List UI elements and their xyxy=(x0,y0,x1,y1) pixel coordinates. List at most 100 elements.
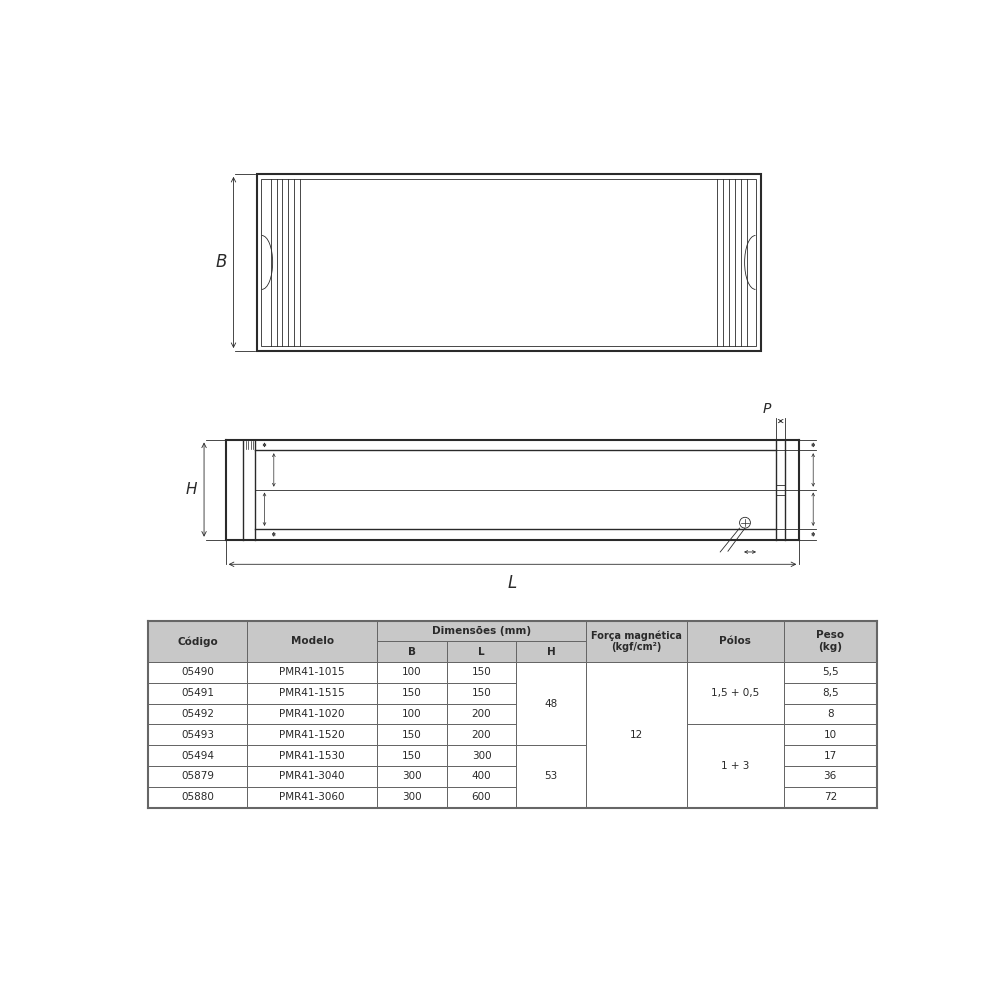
Text: 05492: 05492 xyxy=(181,709,214,719)
Text: 200: 200 xyxy=(472,709,491,719)
Bar xyxy=(148,662,247,683)
Text: 150: 150 xyxy=(472,667,491,677)
Bar xyxy=(447,662,516,683)
Text: PMR41-1020: PMR41-1020 xyxy=(279,709,345,719)
Bar xyxy=(377,704,447,724)
Text: 300: 300 xyxy=(402,792,422,802)
Text: Peso
(kg): Peso (kg) xyxy=(816,630,844,652)
Bar xyxy=(447,683,516,704)
Bar xyxy=(784,787,877,808)
Bar xyxy=(586,620,687,662)
Bar xyxy=(148,683,247,704)
Bar xyxy=(586,662,687,808)
Bar xyxy=(516,641,586,662)
Text: 100: 100 xyxy=(402,709,422,719)
Text: 150: 150 xyxy=(472,688,491,698)
Bar xyxy=(377,620,586,641)
Text: 12: 12 xyxy=(630,730,643,740)
Bar xyxy=(247,662,377,683)
Bar xyxy=(784,766,877,787)
Text: 17: 17 xyxy=(824,751,837,761)
Text: 150: 150 xyxy=(402,730,422,740)
Text: 100: 100 xyxy=(402,667,422,677)
Text: Dimensões (mm): Dimensões (mm) xyxy=(432,626,531,636)
Text: 1,5 + 0,5: 1,5 + 0,5 xyxy=(711,688,759,698)
Bar xyxy=(247,620,377,662)
Bar xyxy=(377,745,447,766)
Text: B: B xyxy=(215,253,227,271)
Bar xyxy=(377,724,447,745)
Bar xyxy=(516,662,586,745)
Text: 05879: 05879 xyxy=(181,771,214,781)
Bar xyxy=(257,174,761,351)
Bar xyxy=(247,787,377,808)
Text: PMR41-1515: PMR41-1515 xyxy=(279,688,345,698)
Text: 400: 400 xyxy=(472,771,491,781)
Bar xyxy=(447,787,516,808)
Bar xyxy=(784,724,877,745)
Text: 36: 36 xyxy=(824,771,837,781)
Bar xyxy=(377,766,447,787)
Bar xyxy=(784,683,877,704)
Text: 05490: 05490 xyxy=(181,667,214,677)
Bar xyxy=(447,724,516,745)
Bar xyxy=(687,662,784,724)
Bar xyxy=(784,662,877,683)
Bar xyxy=(247,745,377,766)
Bar xyxy=(377,683,447,704)
Bar xyxy=(377,662,447,683)
Bar xyxy=(148,745,247,766)
Bar xyxy=(784,620,877,662)
Bar xyxy=(516,745,586,808)
Text: 8: 8 xyxy=(827,709,834,719)
Text: 05880: 05880 xyxy=(181,792,214,802)
Bar xyxy=(687,620,784,662)
Text: 72: 72 xyxy=(824,792,837,802)
Text: 1 + 3: 1 + 3 xyxy=(721,761,750,771)
Bar xyxy=(447,641,516,662)
Bar xyxy=(784,704,877,724)
Text: 300: 300 xyxy=(472,751,491,761)
Bar xyxy=(447,745,516,766)
Text: 05494: 05494 xyxy=(181,751,214,761)
Text: 300: 300 xyxy=(402,771,422,781)
Bar xyxy=(776,485,785,495)
Text: 5,5: 5,5 xyxy=(822,667,839,677)
Bar xyxy=(247,704,377,724)
Bar xyxy=(148,766,247,787)
Text: 10: 10 xyxy=(824,730,837,740)
Text: 48: 48 xyxy=(545,699,558,709)
Bar xyxy=(261,179,756,346)
Text: B: B xyxy=(408,647,416,657)
Text: Modelo: Modelo xyxy=(291,636,334,646)
Text: PMR41-3060: PMR41-3060 xyxy=(279,792,345,802)
Text: 150: 150 xyxy=(402,751,422,761)
Bar xyxy=(377,641,447,662)
Bar xyxy=(447,704,516,724)
Text: Pólos: Pólos xyxy=(719,636,751,646)
Bar xyxy=(148,787,247,808)
Text: L: L xyxy=(508,574,517,592)
Text: 150: 150 xyxy=(402,688,422,698)
Text: 05491: 05491 xyxy=(181,688,214,698)
Bar xyxy=(377,787,447,808)
Text: 05493: 05493 xyxy=(181,730,214,740)
Text: H: H xyxy=(547,647,556,657)
Text: 8,5: 8,5 xyxy=(822,688,839,698)
Text: Força magnética
(kgf/cm²): Força magnética (kgf/cm²) xyxy=(591,630,682,652)
Bar xyxy=(687,724,784,808)
Text: PMR41-1015: PMR41-1015 xyxy=(279,667,345,677)
Text: L: L xyxy=(478,647,485,657)
Text: P: P xyxy=(763,402,771,416)
Text: 200: 200 xyxy=(472,730,491,740)
Text: H: H xyxy=(186,482,197,497)
Text: Código: Código xyxy=(177,636,218,647)
Bar xyxy=(784,745,877,766)
Text: PMR41-3040: PMR41-3040 xyxy=(279,771,345,781)
Text: 53: 53 xyxy=(545,771,558,781)
Bar xyxy=(148,724,247,745)
Bar xyxy=(247,766,377,787)
Bar xyxy=(447,766,516,787)
Bar xyxy=(148,704,247,724)
Text: PMR41-1520: PMR41-1520 xyxy=(279,730,345,740)
